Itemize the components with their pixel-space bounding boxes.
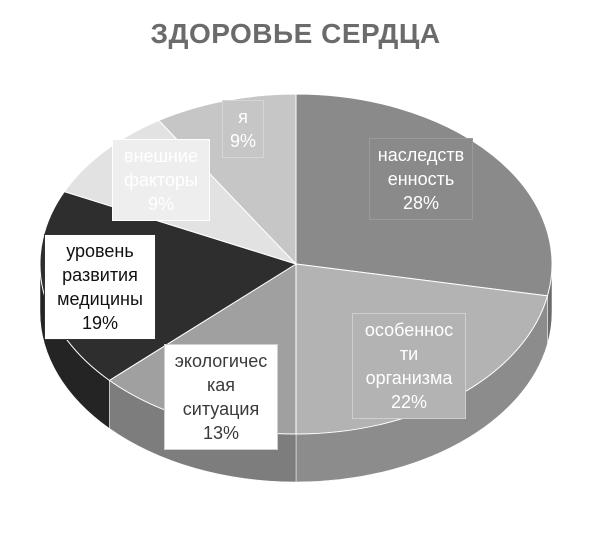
chart-title: ЗДОРОВЬЕ СЕРДЦА [150, 18, 441, 49]
pie-label-value-2: 22% [390, 392, 428, 412]
pie-label-value-3: 13% [202, 423, 240, 443]
pie-label-category-5: внешние факторы [124, 146, 198, 190]
pie-label-category-2: особеннос ти организма [364, 320, 454, 388]
pie-data-label-3: экологичес кая ситуация 13% [164, 344, 278, 450]
pie-data-label-4: уровень развития медицины 19% [44, 234, 156, 340]
pie-label-value-6: 9% [229, 131, 256, 151]
pie-data-label-2: особеннос ти организма 22% [352, 313, 466, 419]
pie-label-category-1: наследств енность [377, 145, 465, 189]
pie-label-category-4: уровень развития медицины [57, 241, 143, 309]
pie-label-value-5: 9% [147, 194, 174, 214]
pie-data-label-1: наследств енность 28% [369, 138, 473, 220]
pie-label-category-6: я [238, 107, 248, 127]
pie-label-value-1: 28% [402, 193, 440, 213]
pie-label-value-4: 19% [81, 313, 119, 333]
pie-data-label-5: внешние факторы 9% [112, 139, 210, 221]
pie-label-category-3: экологичес кая ситуация [174, 351, 268, 419]
pie-data-label-6: я 9% [222, 100, 264, 158]
